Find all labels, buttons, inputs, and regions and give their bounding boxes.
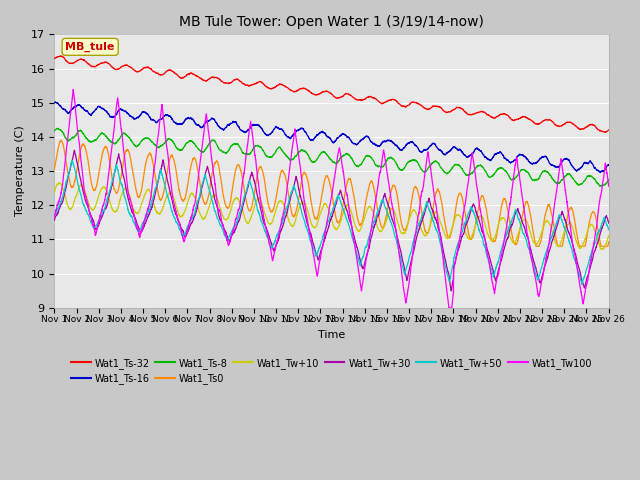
- X-axis label: Time: Time: [318, 330, 345, 340]
- Y-axis label: Temperature (C): Temperature (C): [15, 126, 25, 216]
- Legend: Wat1_Ts-32, Wat1_Ts-16, Wat1_Ts-8, Wat1_Ts0, Wat1_Tw+10, Wat1_Tw+30, Wat1_Tw+50,: Wat1_Ts-32, Wat1_Ts-16, Wat1_Ts-8, Wat1_…: [67, 354, 596, 388]
- Text: MB_tule: MB_tule: [65, 42, 115, 52]
- Title: MB Tule Tower: Open Water 1 (3/19/14-now): MB Tule Tower: Open Water 1 (3/19/14-now…: [179, 15, 484, 29]
